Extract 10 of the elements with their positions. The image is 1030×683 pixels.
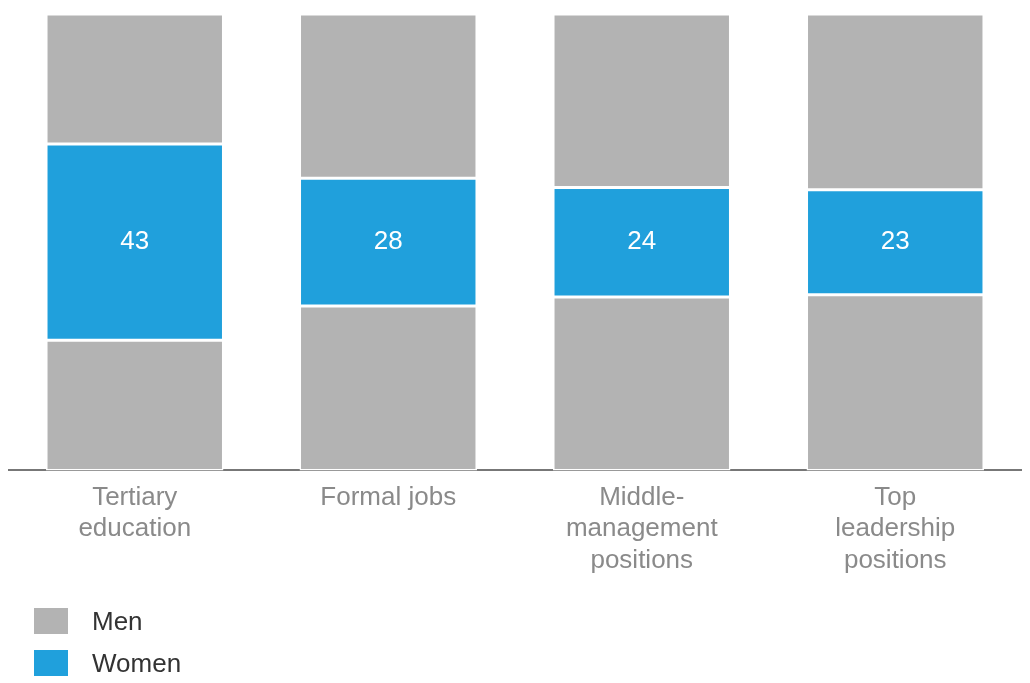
x-tick-label: Formal jobs [320,481,457,512]
data-label: 24 [627,225,657,256]
x-tick-label: Tertiary education [78,481,192,543]
legend-label: Women [92,647,182,679]
x-tick-label: Top leadership positions [835,481,956,574]
data-label: 43 [120,225,150,256]
data-label: 28 [373,225,403,256]
x-tick-label: Middle-management positions [565,481,719,574]
legend-label: Men [92,605,143,637]
data-label: 23 [880,225,910,256]
